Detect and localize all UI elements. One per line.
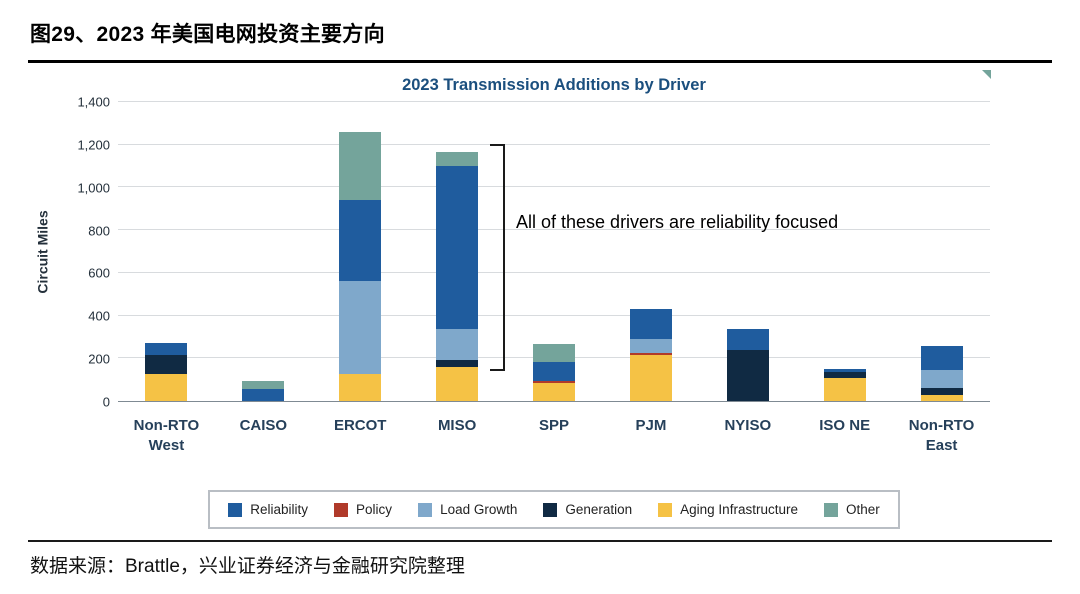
x-category-label: Non-RTO East bbox=[908, 417, 975, 454]
x-category-label: ISO NE bbox=[819, 417, 871, 434]
x-category-label: MISO bbox=[437, 417, 477, 434]
bar-non-rto-east bbox=[920, 102, 963, 401]
bar-miso bbox=[436, 102, 479, 401]
bar-segment-other bbox=[533, 344, 575, 362]
legend-label: Other bbox=[845, 502, 880, 517]
bar-nyiso bbox=[726, 102, 769, 401]
y-axis-label-wrap: Circuit Miles bbox=[32, 102, 54, 402]
legend-item-policy: Policy bbox=[334, 502, 392, 517]
legend-label: Aging Infrastructure bbox=[680, 502, 798, 517]
legend-swatch-icon bbox=[823, 502, 838, 517]
source-text: 数据来源：Brattle，兴业证券经济与金融研究院整理 bbox=[30, 556, 465, 577]
figure-title: 图29、2023 年美国电网投资主要方向 bbox=[30, 23, 385, 46]
bar-pjm bbox=[629, 102, 672, 401]
annotation-bracket bbox=[490, 144, 505, 371]
bar-segment-other bbox=[436, 152, 479, 167]
bar-segment-aging-infrastructure bbox=[436, 366, 479, 401]
bar-segment-reliability bbox=[339, 200, 382, 282]
gridline bbox=[118, 143, 990, 145]
bar-segment-reliability bbox=[242, 389, 285, 401]
y-tick-label: 1,000 bbox=[77, 180, 110, 196]
y-tick-label: 1,200 bbox=[77, 137, 110, 153]
legend-label: Policy bbox=[356, 502, 393, 517]
x-category-label: Non-RTO West bbox=[133, 417, 200, 454]
bar-caiso bbox=[242, 102, 285, 401]
bar-segment-reliability bbox=[920, 345, 963, 371]
annotation-text: All of these drivers are reliability foc… bbox=[516, 212, 839, 232]
bar-segment-aging-infrastructure bbox=[533, 382, 575, 401]
title-divider bbox=[28, 60, 1052, 63]
bar-segment-reliability bbox=[533, 361, 575, 381]
legend-swatch-icon bbox=[658, 502, 673, 517]
bar-segment-load-growth bbox=[920, 370, 963, 389]
y-tick-label: 800 bbox=[88, 223, 110, 239]
bar-non-rto-west bbox=[145, 102, 188, 401]
bar-segment-aging-infrastructure bbox=[339, 374, 382, 401]
bar-ercot bbox=[339, 102, 382, 401]
x-category-label: SPP bbox=[539, 417, 570, 434]
y-axis-label: Circuit Miles bbox=[35, 210, 51, 294]
legend-swatch-icon bbox=[543, 502, 558, 517]
bar-iso-ne bbox=[823, 102, 866, 401]
y-tick-label: 600 bbox=[88, 265, 110, 281]
legend-item-aging-infrastructure: Aging Infrastructure bbox=[658, 502, 798, 517]
bar-segment-load-growth bbox=[436, 329, 479, 361]
bar-segment-other bbox=[339, 131, 382, 201]
legend: Reliability Policy Load Growth Generation Ag… bbox=[208, 490, 900, 529]
y-tick-label: 1,400 bbox=[77, 94, 110, 110]
legend-item-load-growth: Load Growth bbox=[418, 502, 517, 517]
bar-segment-policy bbox=[533, 380, 575, 383]
legend-item-reliability: Reliability bbox=[228, 502, 308, 517]
bar-segment-reliability bbox=[629, 309, 672, 340]
bar-segment-aging-infrastructure bbox=[823, 377, 866, 401]
y-tick-label: 400 bbox=[88, 308, 110, 324]
x-category-label: PJM bbox=[635, 417, 667, 434]
y-tick-label: 200 bbox=[88, 351, 110, 367]
bar-segment-reliability bbox=[823, 368, 866, 373]
legend-swatch-icon bbox=[228, 502, 243, 517]
x-category-label: NYISO bbox=[724, 417, 772, 434]
bar-segment-policy bbox=[629, 352, 672, 356]
gridline bbox=[118, 186, 990, 188]
y-axis-ticks: 0 200 400 600 800 1,000 1,200 1,400 bbox=[54, 95, 110, 410]
bar-segment-reliability bbox=[145, 343, 188, 356]
plot-area: All of these drivers are reliability foc… bbox=[118, 101, 990, 402]
bar-segment-reliability bbox=[726, 329, 769, 350]
legend-item-other: Other bbox=[823, 502, 880, 517]
legend-swatch-icon bbox=[334, 502, 349, 517]
x-axis-labels: Non-RTO West CAISO ERCOT MISO SPP PJM NYISO ISO… bbox=[118, 416, 990, 455]
corner-marker-icon bbox=[982, 70, 991, 79]
legend-item-generation: Generation bbox=[543, 502, 632, 517]
y-tick-label: 0 bbox=[102, 394, 110, 410]
legend-label: Load Growth bbox=[440, 502, 518, 517]
bar-segment-aging-infrastructure bbox=[145, 374, 188, 401]
bar-segment-aging-infrastructure bbox=[629, 355, 672, 401]
footer-divider bbox=[28, 540, 1052, 542]
legend-row: Reliability Policy Load Growth Generation Ag… bbox=[118, 490, 990, 529]
bar-segment-generation bbox=[726, 349, 769, 401]
bar-segment-load-growth bbox=[339, 281, 382, 375]
bar-segment-generation bbox=[920, 388, 963, 395]
bar-segment-generation bbox=[145, 355, 188, 375]
chart-title: 2023 Transmission Additions by Driver bbox=[402, 76, 706, 94]
legend-label: Generation bbox=[565, 502, 633, 517]
x-category-label: CAISO bbox=[239, 417, 288, 434]
x-category-label: ERCOT bbox=[333, 417, 387, 434]
bar-segment-generation bbox=[823, 372, 866, 378]
chart-panel: 2023 Transmission Additions by Driver Ci… bbox=[30, 66, 1050, 536]
bar-segment-other bbox=[242, 380, 285, 390]
legend-swatch-icon bbox=[418, 502, 433, 517]
bar-segment-generation bbox=[436, 360, 479, 367]
gridline bbox=[118, 229, 990, 231]
gridline bbox=[118, 271, 990, 273]
bar-segment-aging-infrastructure bbox=[920, 394, 963, 401]
gridline bbox=[118, 314, 990, 316]
bar-segment-reliability bbox=[436, 166, 479, 330]
legend-label: Reliability bbox=[250, 502, 309, 517]
bar-spp bbox=[533, 102, 575, 401]
bar-segment-load-growth bbox=[629, 339, 672, 353]
gridline bbox=[118, 101, 990, 102]
